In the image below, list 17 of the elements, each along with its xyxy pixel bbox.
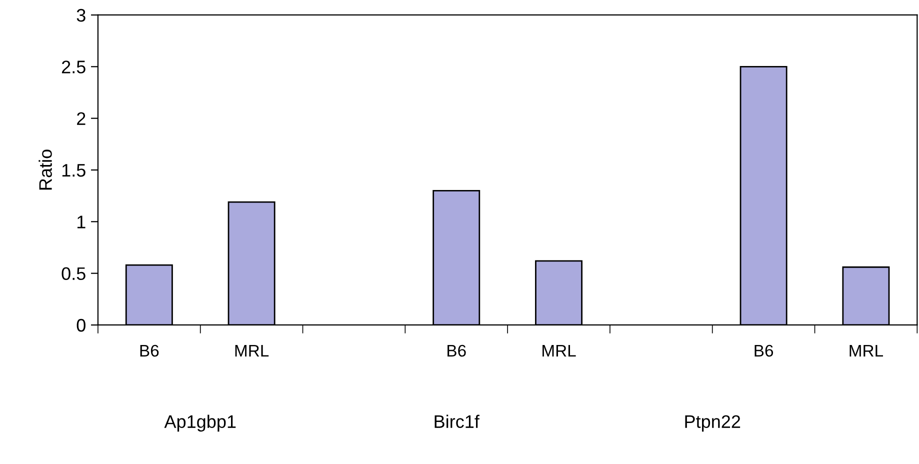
y-tick-label: 2.5	[62, 60, 86, 74]
x-tick-label: B6	[448, 344, 466, 357]
x-tick-label: MRL	[850, 345, 884, 357]
y-axis-title: Ratio	[38, 150, 52, 190]
y-tick-label: 1	[77, 216, 86, 228]
x-tick-label: B6	[140, 344, 159, 357]
y-tick-label: 1.5	[62, 164, 86, 177]
y-tick-label: 3	[76, 8, 86, 22]
x-tick-label: MRL	[542, 345, 576, 357]
y-tick-label: 0.5	[62, 267, 86, 280]
y-tick-label: 0	[76, 318, 86, 332]
x-tick-label: MRL	[235, 345, 269, 357]
text: Birc1f	[434, 414, 480, 428]
text: Ptpn22	[685, 415, 740, 432]
x-tick-label: B6	[754, 344, 774, 357]
y-tick-label: 2	[77, 112, 86, 125]
text: Ap1gbp1	[164, 414, 236, 432]
